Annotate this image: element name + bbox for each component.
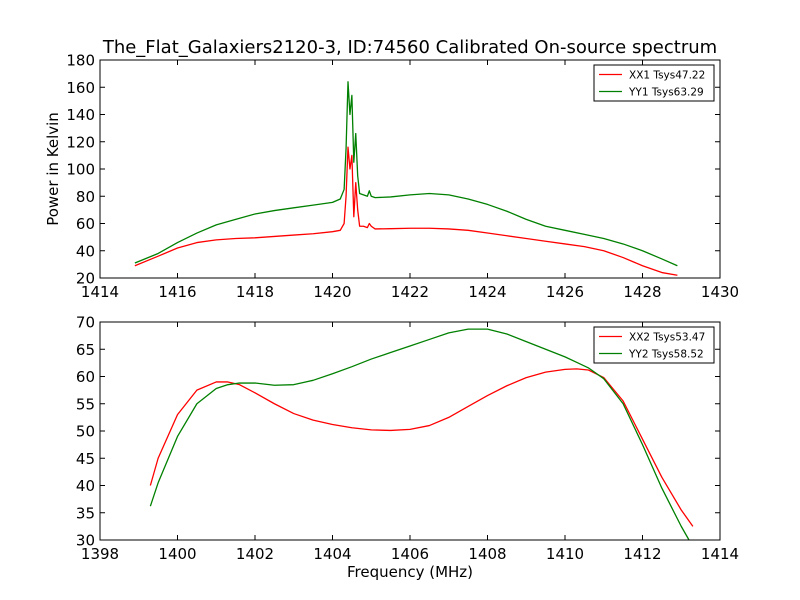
y-tick-label: 50 xyxy=(76,423,95,441)
y-tick-label: 120 xyxy=(66,133,95,151)
axes-frame xyxy=(99,321,721,541)
x-tick-label: 1406 xyxy=(391,545,429,563)
y-tick-label: 180 xyxy=(66,52,95,70)
x-tick-label: 1402 xyxy=(236,545,274,563)
y-tick-label: 65 xyxy=(76,341,95,359)
x-tick-label: 1430 xyxy=(701,283,739,301)
chart-title: The_Flat_Galaxiers2120-3, ID:74560 Calib… xyxy=(102,37,717,58)
y-tick-label: 70 xyxy=(76,314,95,332)
x-tick-label: 1428 xyxy=(623,283,661,301)
legend: XX1 Tsys47.22 YY1 Tsys63.29 xyxy=(593,64,715,102)
y-tick-label: 45 xyxy=(76,450,95,468)
x-tick-label: 1412 xyxy=(623,545,661,563)
y-tick-label: 35 xyxy=(76,504,95,522)
legend-label: YY2 Tsys58.52 xyxy=(628,349,704,361)
legend-box xyxy=(593,64,715,102)
y-tick-label: 160 xyxy=(66,79,95,97)
y-axis-label: Power in Kelvin xyxy=(44,112,62,226)
x-tick-label: 1414 xyxy=(81,283,119,301)
series-line xyxy=(134,146,678,276)
x-tick-label: 1422 xyxy=(391,283,429,301)
x-tick-label: 1416 xyxy=(158,283,196,301)
y-tick-label: 55 xyxy=(76,395,95,413)
x-tick-label: 1398 xyxy=(81,545,119,563)
x-tick-label: 1418 xyxy=(236,283,274,301)
series-line xyxy=(134,81,678,267)
x-axis-label: Frequency (MHz) xyxy=(347,563,473,581)
axes-frame xyxy=(99,59,721,279)
y-tick-label: 80 xyxy=(76,188,95,206)
x-tick-label: 1420 xyxy=(313,283,351,301)
x-tick-label: 1426 xyxy=(546,283,584,301)
legend-label: YY1 Tsys63.29 xyxy=(628,87,704,99)
y-tick-label: 40 xyxy=(76,477,95,495)
x-tick-label: 1400 xyxy=(158,545,196,563)
legend-label: XX1 Tsys47.22 xyxy=(629,70,705,82)
x-tick-label: 1404 xyxy=(313,545,351,563)
y-tick-label: 30 xyxy=(76,532,95,550)
legend-label: XX2 Tsys53.47 xyxy=(629,332,705,344)
y-tick-label: 60 xyxy=(76,368,95,386)
y-tick-label: 60 xyxy=(76,215,95,233)
legend: XX2 Tsys53.47 YY2 Tsys58.52 xyxy=(593,326,715,364)
x-tick-label: 1424 xyxy=(468,283,506,301)
top-panel: 1414 1416 1418 1420 1422 1424 1426 1428 1430 20 40… xyxy=(66,52,739,302)
y-tick-label: 140 xyxy=(66,106,95,124)
x-tick-label: 1410 xyxy=(546,545,584,563)
series-line xyxy=(149,328,690,540)
y-tick-label: 20 xyxy=(76,270,95,288)
y-tick-label: 40 xyxy=(76,242,95,260)
x-tick-label: 1414 xyxy=(701,545,739,563)
x-tick-label: 1408 xyxy=(468,545,506,563)
y-tick-label: 100 xyxy=(66,161,95,179)
bottom-panel: 1398 1400 1402 1404 1406 1408 1410 1412 1414 30 35… xyxy=(76,314,739,564)
legend-box xyxy=(593,326,715,364)
